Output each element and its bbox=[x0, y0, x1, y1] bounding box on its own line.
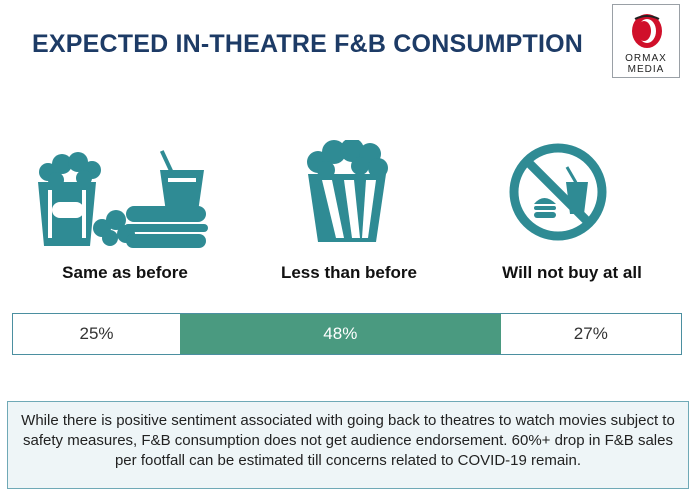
share-segment-none: 27% bbox=[573, 324, 608, 343]
logo-mark-icon bbox=[632, 14, 662, 48]
summary-note: While there is positive sentiment associ… bbox=[7, 401, 689, 489]
page-title: EXPECTED IN-THEATRE F&B CONSUMPTION bbox=[32, 30, 583, 58]
popcorn-bucket-icon bbox=[304, 140, 390, 244]
category-label-less: Less than before bbox=[280, 263, 418, 282]
logo-text-line1: ORMAX bbox=[625, 53, 667, 64]
logo-text-line2: MEDIA bbox=[627, 64, 665, 75]
share-segment-less: 48% bbox=[180, 314, 501, 354]
popcorn-burger-drink-icon bbox=[34, 150, 214, 250]
share-segment-same: 25% bbox=[79, 324, 114, 343]
category-label-none: Will not buy at all bbox=[502, 263, 642, 282]
share-bar: 25% 48% 27% bbox=[12, 313, 682, 355]
no-food-icon bbox=[508, 142, 608, 242]
ormax-media-logo: ORMAX MEDIA bbox=[612, 4, 680, 78]
category-label-same: Same as before bbox=[62, 263, 188, 282]
